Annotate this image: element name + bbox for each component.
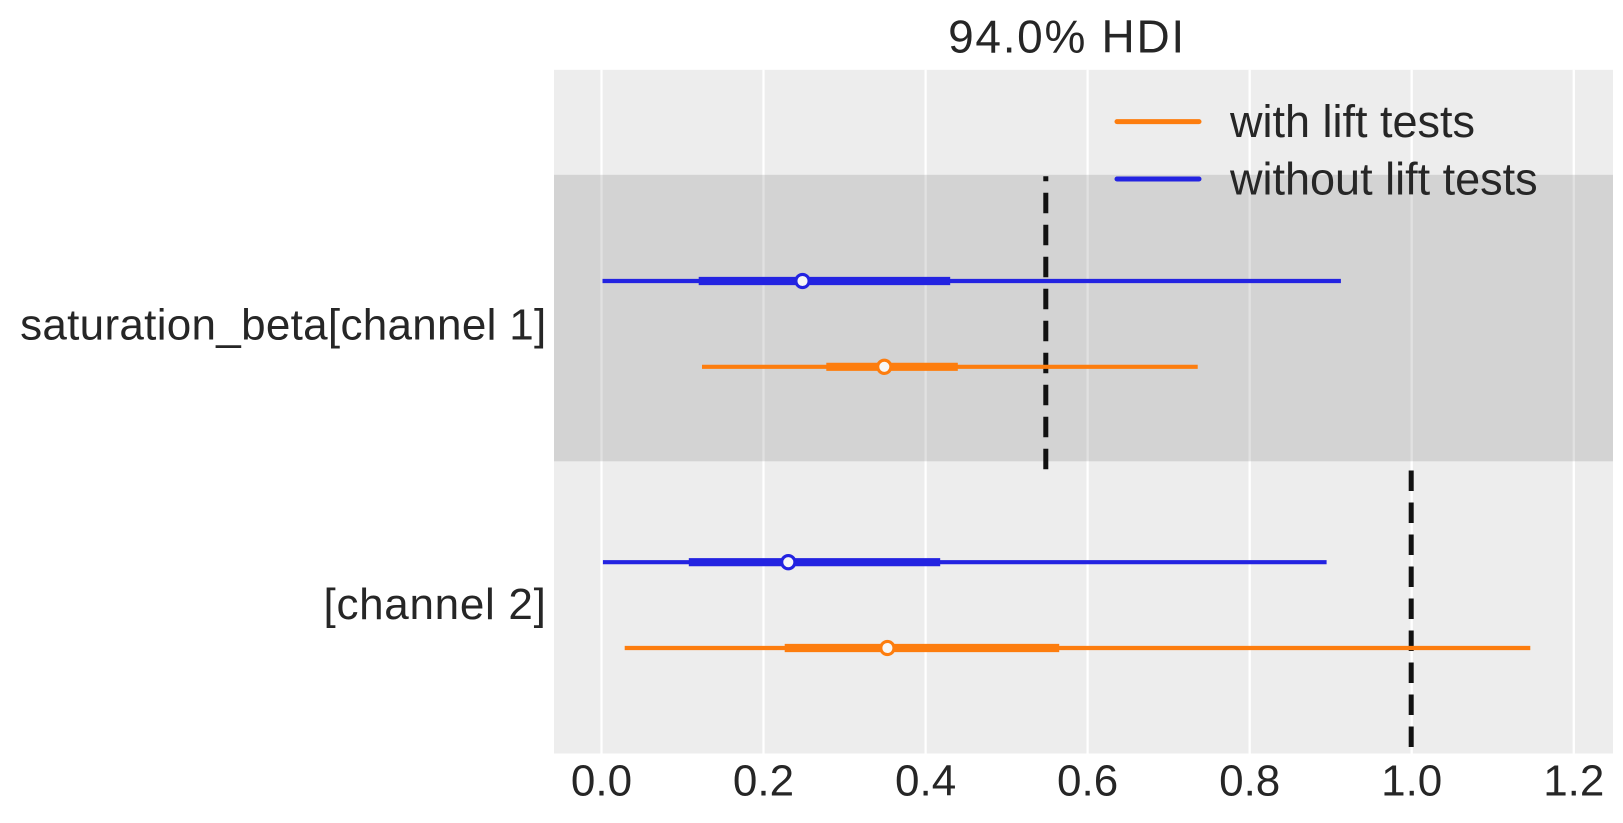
svg-text:0.2: 0.2 bbox=[733, 757, 794, 806]
svg-text:0.6: 0.6 bbox=[1057, 757, 1118, 806]
svg-text:1.2: 1.2 bbox=[1543, 757, 1604, 806]
svg-text:0.8: 0.8 bbox=[1219, 757, 1280, 806]
svg-text:1.0: 1.0 bbox=[1381, 757, 1442, 806]
svg-text:94.0% HDI: 94.0% HDI bbox=[948, 11, 1186, 63]
svg-text:0.4: 0.4 bbox=[895, 757, 956, 806]
svg-text:with lift tests: with lift tests bbox=[1229, 96, 1475, 147]
svg-text:[channel 2]: [channel 2] bbox=[324, 580, 547, 629]
svg-text:without lift tests: without lift tests bbox=[1229, 154, 1538, 205]
svg-text:0.0: 0.0 bbox=[571, 757, 632, 806]
svg-text:saturation_beta[channel 1]: saturation_beta[channel 1] bbox=[20, 301, 546, 350]
